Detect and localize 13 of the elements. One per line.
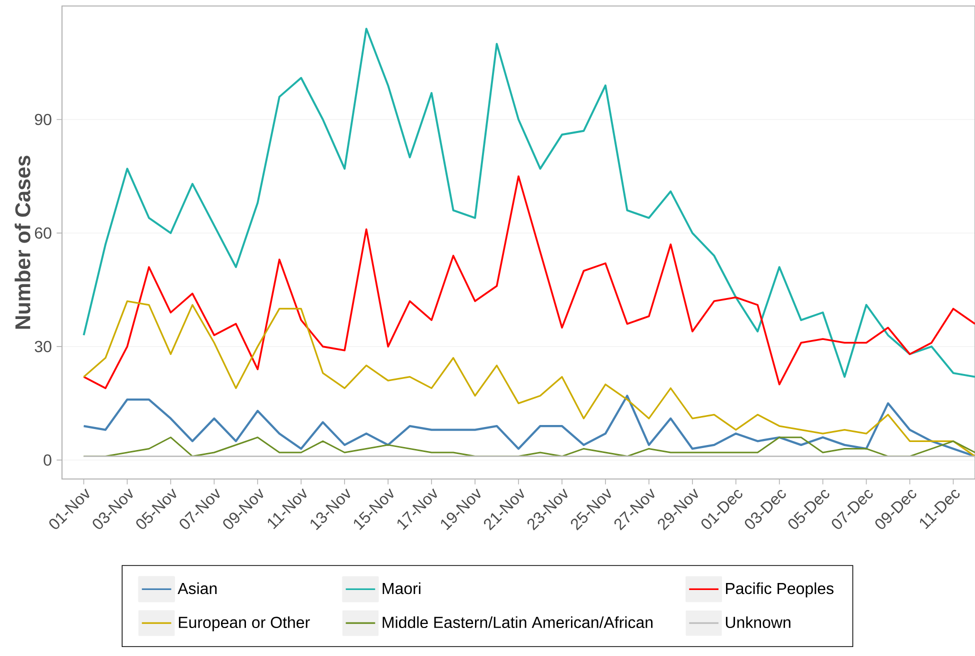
line-series: [82, 28, 975, 378]
y-tick-label: 30: [34, 340, 52, 352]
legend-label: Maori: [382, 582, 420, 594]
line-series: [82, 175, 975, 390]
y-tick-label: 0: [44, 454, 52, 466]
legend-label: Middle Eastern/Latin American/African: [382, 616, 652, 628]
legend-label: Pacific Peoples: [726, 582, 834, 598]
legend-label: Asian: [178, 582, 217, 594]
legend-label: European or Other: [178, 616, 310, 632]
y-tick-label: 90: [34, 114, 52, 126]
legend-label: Unknown: [726, 616, 790, 628]
y-tick-label: 60: [34, 227, 52, 239]
y-axis-title: Number of Cases: [14, 156, 30, 329]
